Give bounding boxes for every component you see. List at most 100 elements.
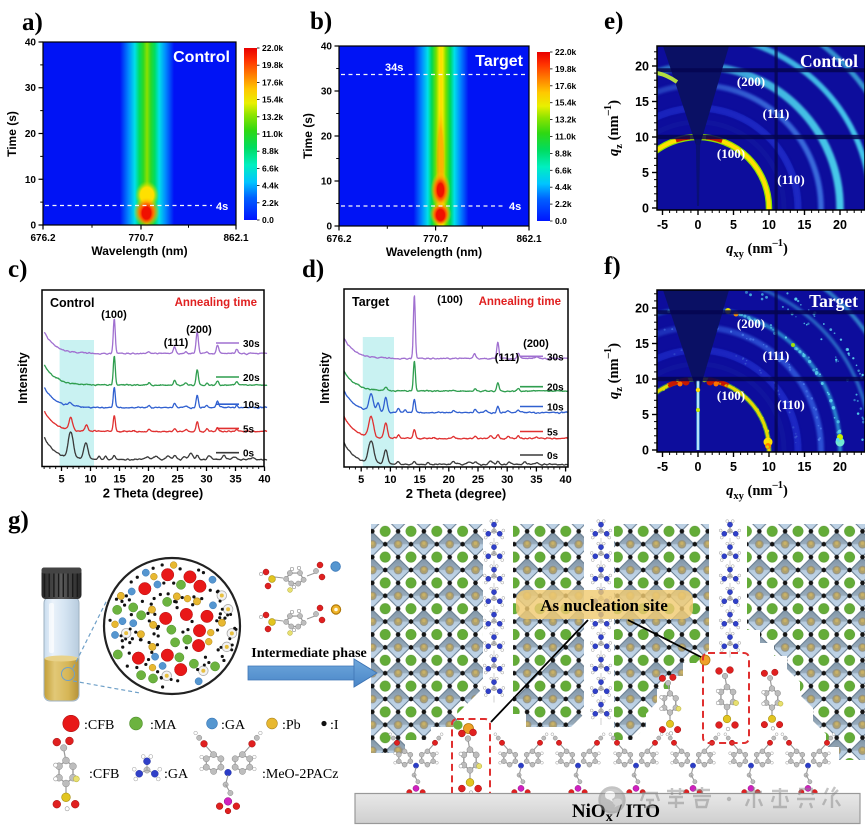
svg-text:22.0k: 22.0k xyxy=(262,43,284,53)
svg-text:(100): (100) xyxy=(717,388,745,403)
svg-text:Wavelength (nm): Wavelength (nm) xyxy=(386,245,482,259)
svg-text:qxy (nm–1): qxy (nm–1) xyxy=(726,480,788,502)
svg-text:2 Theta (degree): 2 Theta (degree) xyxy=(406,486,506,501)
svg-text:770.7: 770.7 xyxy=(423,234,448,245)
svg-text:22.0k: 22.0k xyxy=(555,47,577,57)
svg-text:13.2k: 13.2k xyxy=(262,112,284,122)
svg-text:5: 5 xyxy=(358,474,364,486)
svg-text:20: 20 xyxy=(833,460,847,474)
svg-text:e): e) xyxy=(604,8,623,35)
svg-text:676.2: 676.2 xyxy=(326,234,351,245)
svg-text:(111): (111) xyxy=(164,337,189,349)
svg-text:30: 30 xyxy=(321,87,333,98)
svg-text:4s: 4s xyxy=(509,201,521,213)
svg-text:qxy (nm–1): qxy (nm–1) xyxy=(726,238,788,260)
svg-text:(200): (200) xyxy=(523,338,549,350)
svg-text:(200): (200) xyxy=(737,316,765,331)
svg-text:0: 0 xyxy=(326,222,332,233)
svg-text:Intermediate phase: Intermediate phase xyxy=(251,646,367,661)
svg-text:40: 40 xyxy=(25,38,37,49)
svg-text:c): c) xyxy=(8,256,27,283)
svg-text:15: 15 xyxy=(635,95,649,109)
svg-text:2.2k: 2.2k xyxy=(555,199,572,209)
svg-text:35: 35 xyxy=(229,474,241,486)
svg-text:11.0k: 11.0k xyxy=(555,132,576,142)
svg-text:-5: -5 xyxy=(657,460,668,474)
svg-text:0.0: 0.0 xyxy=(262,215,274,225)
svg-text:5s: 5s xyxy=(243,424,255,435)
svg-text:2.2k: 2.2k xyxy=(262,198,279,208)
svg-text:0s: 0s xyxy=(547,451,559,462)
svg-text:6.6k: 6.6k xyxy=(262,163,279,173)
svg-text:(200): (200) xyxy=(186,324,212,336)
svg-text:Annealing time: Annealing time xyxy=(479,296,561,308)
svg-text:20: 20 xyxy=(833,218,847,232)
svg-text::GA: :GA xyxy=(221,718,246,733)
svg-text:862.1: 862.1 xyxy=(516,234,541,245)
svg-text:0: 0 xyxy=(642,444,649,458)
svg-text:17.6k: 17.6k xyxy=(555,81,577,91)
svg-text::CFB: :CFB xyxy=(89,767,119,782)
svg-text:40: 40 xyxy=(321,42,333,53)
svg-text:Target: Target xyxy=(352,295,390,309)
svg-text:20: 20 xyxy=(443,474,455,486)
svg-text:5s: 5s xyxy=(547,428,559,439)
svg-text:4.4k: 4.4k xyxy=(555,182,572,192)
svg-text:Wavelength (nm): Wavelength (nm) xyxy=(91,244,187,258)
svg-text:13.2k: 13.2k xyxy=(555,115,577,125)
svg-text:5: 5 xyxy=(730,460,737,474)
svg-text:(111): (111) xyxy=(763,348,790,363)
svg-text:15: 15 xyxy=(635,337,649,351)
svg-text:30s: 30s xyxy=(547,352,564,363)
svg-text:(110): (110) xyxy=(777,397,804,412)
svg-text:Control: Control xyxy=(800,51,858,71)
svg-text:Control: Control xyxy=(50,296,94,310)
svg-text::CFB: :CFB xyxy=(84,718,114,733)
svg-text::GA: :GA xyxy=(164,767,189,782)
svg-text:-5: -5 xyxy=(657,218,668,232)
svg-text:8.8k: 8.8k xyxy=(262,146,279,156)
svg-text:15: 15 xyxy=(798,218,812,232)
svg-text:4.4k: 4.4k xyxy=(262,181,279,191)
svg-text:35: 35 xyxy=(530,474,542,486)
svg-text:25: 25 xyxy=(472,474,484,486)
svg-text:(111): (111) xyxy=(763,106,790,121)
svg-text:19.8k: 19.8k xyxy=(262,60,284,70)
svg-text:15.4k: 15.4k xyxy=(262,95,284,105)
svg-text:676.2: 676.2 xyxy=(30,233,55,244)
svg-text::Pb: :Pb xyxy=(282,718,301,733)
svg-text:20: 20 xyxy=(635,60,649,74)
svg-text:Intensity: Intensity xyxy=(16,352,30,403)
svg-text::MeO-2PACz: :MeO-2PACz xyxy=(262,767,339,782)
svg-text:30: 30 xyxy=(25,83,37,94)
svg-text:6.6k: 6.6k xyxy=(555,165,572,175)
svg-text:11.0k: 11.0k xyxy=(262,129,283,139)
svg-text:Target: Target xyxy=(475,53,523,70)
svg-text:qz (nm–1): qz (nm–1) xyxy=(603,100,625,156)
svg-text:20s: 20s xyxy=(547,383,564,394)
svg-text:10: 10 xyxy=(635,131,649,145)
svg-text:30: 30 xyxy=(200,474,212,486)
svg-text:17.6k: 17.6k xyxy=(262,77,284,87)
svg-text:(111): (111) xyxy=(495,352,520,364)
svg-text:15.4k: 15.4k xyxy=(555,98,577,108)
svg-text:0: 0 xyxy=(642,202,649,216)
svg-text:Annealing time: Annealing time xyxy=(175,297,257,309)
svg-text:30s: 30s xyxy=(243,339,260,350)
svg-text:34s: 34s xyxy=(385,62,403,74)
svg-text:10s: 10s xyxy=(243,400,260,411)
svg-text:10: 10 xyxy=(25,175,37,186)
svg-text:0: 0 xyxy=(695,218,702,232)
svg-text:15: 15 xyxy=(413,474,425,486)
svg-text:f): f) xyxy=(604,253,621,280)
svg-text:Intensity: Intensity xyxy=(318,352,332,403)
svg-text:Control: Control xyxy=(173,49,230,66)
svg-text:As nucleation site: As nucleation site xyxy=(540,596,668,615)
svg-text:20: 20 xyxy=(142,474,154,486)
svg-text:d): d) xyxy=(302,256,324,283)
svg-text:(200): (200) xyxy=(737,74,765,89)
svg-text:10: 10 xyxy=(84,474,96,486)
svg-text:4s: 4s xyxy=(216,201,228,213)
svg-text:40: 40 xyxy=(258,474,270,486)
svg-text:g): g) xyxy=(8,507,29,534)
